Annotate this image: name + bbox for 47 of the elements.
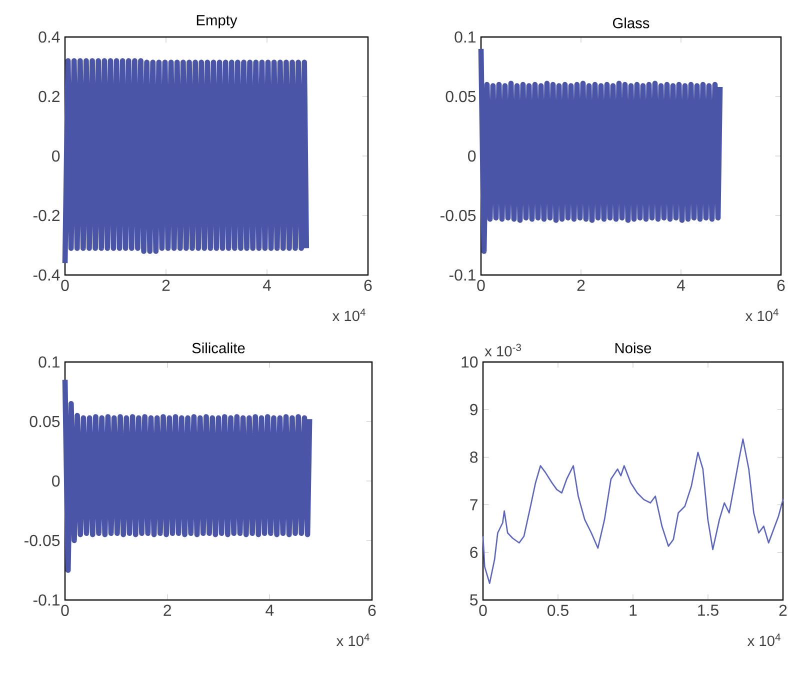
y-tick-label: 0.05 bbox=[446, 90, 476, 102]
y-tick-label: 0 bbox=[468, 150, 476, 162]
x-tick-label: 4 bbox=[262, 280, 271, 291]
y-tick-label: 10 bbox=[462, 356, 478, 368]
chart-title: Noise bbox=[615, 342, 652, 354]
x-tick-label: 1 bbox=[630, 604, 637, 616]
text: x 10$^{4}$ bbox=[332, 308, 366, 322]
y-tick-label: 0 bbox=[52, 150, 60, 162]
y-tick-label: 9 bbox=[470, 404, 478, 416]
y-tick-label: 0.1 bbox=[38, 356, 60, 368]
y-tick-label: 0.4 bbox=[38, 31, 60, 43]
x-tick-label: 0 bbox=[61, 604, 69, 616]
x-tick-label: 2 bbox=[162, 280, 170, 291]
y-tick-label: 5 bbox=[470, 594, 478, 606]
y-tick-label: 0 bbox=[52, 475, 60, 487]
x-tick-label: 0 bbox=[479, 604, 487, 616]
y-tick-label: 0.05 bbox=[30, 416, 60, 428]
x-tick-label: 6 bbox=[364, 280, 372, 292]
y-tick-label: -0.05 bbox=[440, 210, 476, 222]
x-tick-label: 2 bbox=[577, 280, 585, 291]
x-tick-label: 0 bbox=[61, 280, 69, 292]
y-tick-label: -0.1 bbox=[449, 269, 476, 281]
y-tick-label: -0.4 bbox=[33, 269, 60, 281]
y-tick-label: 8 bbox=[470, 452, 478, 463]
y-tick-label: 7 bbox=[470, 499, 478, 510]
chart-title: Glass bbox=[612, 18, 650, 28]
x-tick-label: 1.5 bbox=[698, 604, 718, 616]
y-tick-label: 0.1 bbox=[454, 31, 476, 43]
x-tick-label: 4 bbox=[676, 280, 685, 291]
y-tick-label: 6 bbox=[470, 546, 478, 558]
text: x 10$^{4}$ bbox=[336, 634, 370, 646]
y-tick-label: -0.2 bbox=[33, 210, 60, 222]
x-tick-label: 2 bbox=[164, 604, 171, 616]
text: x 10$^{4}$ bbox=[747, 634, 780, 646]
text: x 10$^{4}$ bbox=[745, 308, 778, 322]
line-series bbox=[482, 438, 784, 584]
x-tick-label: 2 bbox=[779, 604, 787, 616]
chart-title: Silicalite bbox=[192, 342, 245, 354]
y-tick-label: -0.05 bbox=[24, 534, 60, 546]
text: x 10$^{-3}$ bbox=[484, 344, 521, 356]
y-tick-label: -0.1 bbox=[33, 594, 60, 606]
x-tick-label: 6 bbox=[368, 604, 376, 616]
x-tick-label: 0.5 bbox=[548, 604, 568, 616]
x-tick-label: 4 bbox=[266, 604, 274, 616]
x-tick-label: 6 bbox=[777, 280, 785, 292]
chart-title: Empty bbox=[196, 15, 238, 28]
y-tick-label: 0.2 bbox=[38, 90, 60, 102]
